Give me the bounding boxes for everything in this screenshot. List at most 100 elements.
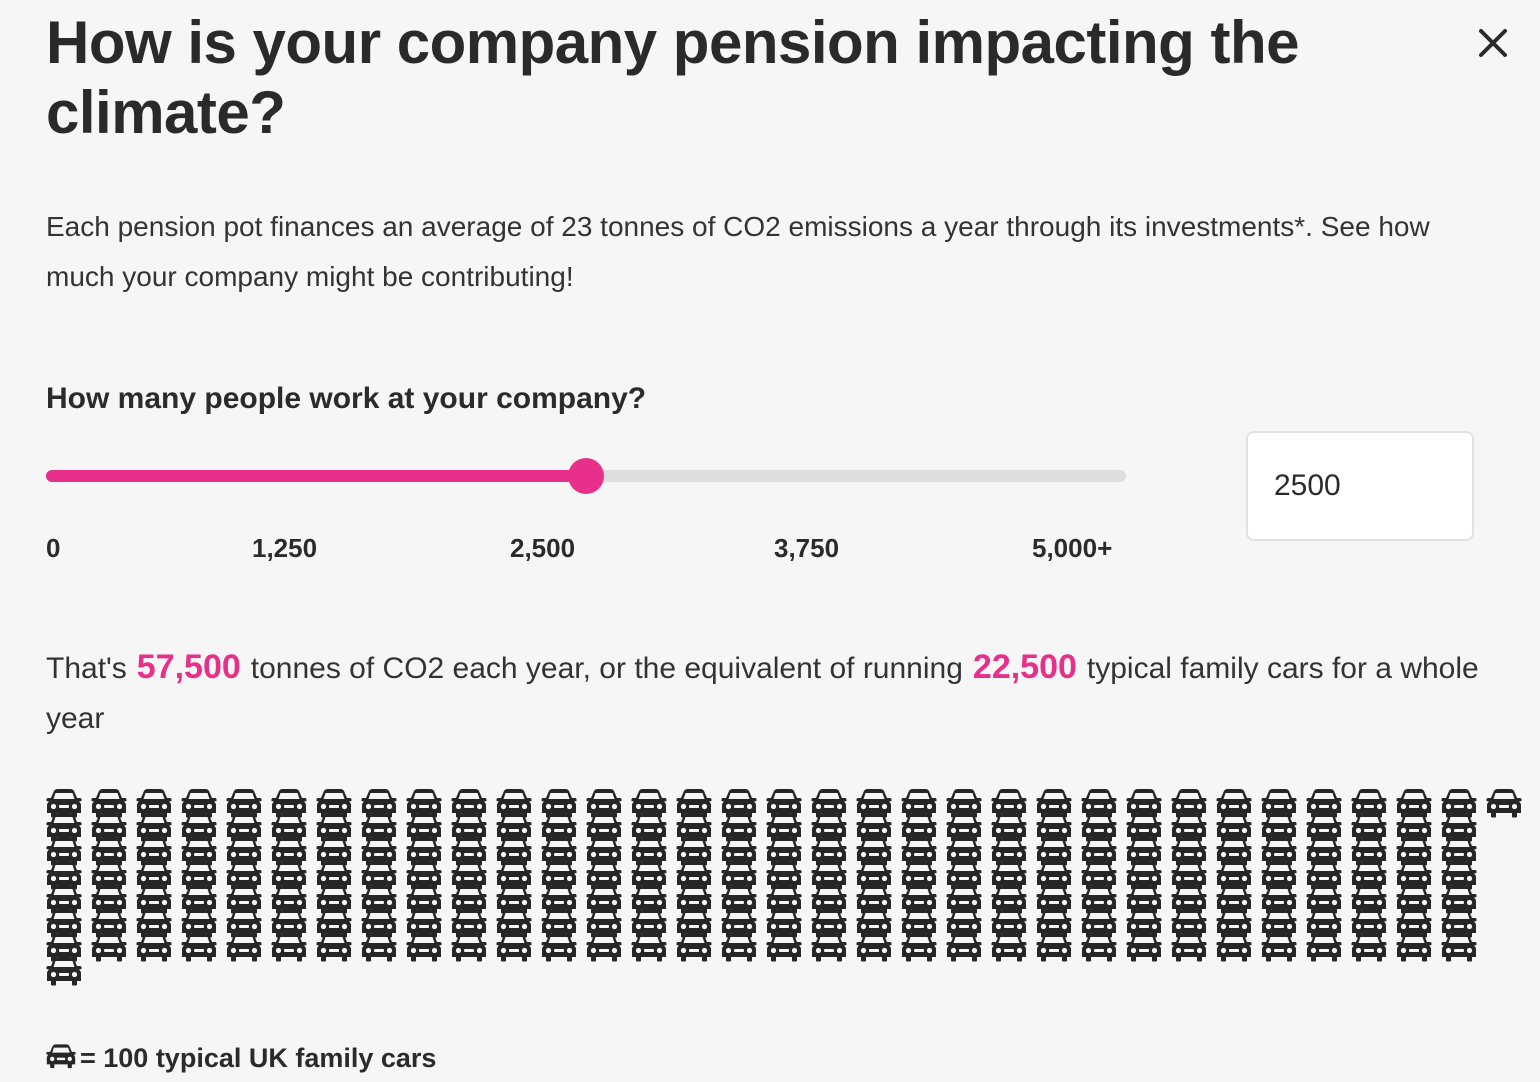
- car-icon: [721, 860, 757, 890]
- car-icon: [1261, 836, 1297, 866]
- intro-text: Each pension pot finances an average of …: [46, 211, 1430, 292]
- car-icon: [136, 884, 172, 914]
- car-icon: [181, 788, 217, 818]
- car-icon: [91, 788, 127, 818]
- car-icon: [1171, 884, 1207, 914]
- car-icon: [406, 812, 442, 842]
- car-icon: [271, 884, 307, 914]
- car-icon: [586, 908, 622, 938]
- car-icon: [181, 884, 217, 914]
- car-icon: [91, 884, 127, 914]
- car-icon: [586, 788, 622, 818]
- slider-tick-label: 5,000+: [1032, 533, 1113, 563]
- car-icon: [1261, 908, 1297, 938]
- car-icon: [1171, 788, 1207, 818]
- car-icon: [586, 812, 622, 842]
- car-icon: [1351, 836, 1387, 866]
- car-icon: [541, 884, 577, 914]
- car-icon: [1441, 836, 1477, 866]
- car-icon: [1036, 836, 1072, 866]
- car-icon: [46, 788, 82, 818]
- car-icon: [676, 836, 712, 866]
- employee-count-slider[interactable]: [46, 456, 1126, 496]
- cars-value: 22,500: [972, 648, 1077, 686]
- car-icon: [1261, 884, 1297, 914]
- car-icon: [181, 908, 217, 938]
- car-icon: [1036, 932, 1072, 962]
- car-icon: [451, 836, 487, 866]
- employee-count-input[interactable]: [1246, 431, 1474, 541]
- car-icon: [496, 860, 532, 890]
- car-icon: [91, 812, 127, 842]
- car-icon: [766, 836, 802, 866]
- car-icon: [226, 884, 262, 914]
- car-icon: [1216, 812, 1252, 842]
- car-icon: [316, 812, 352, 842]
- car-icon: [766, 932, 802, 962]
- car-icon: [676, 884, 712, 914]
- car-icon: [406, 884, 442, 914]
- car-icon: [1396, 884, 1432, 914]
- car-icon: [1081, 788, 1117, 818]
- car-icon: [451, 860, 487, 890]
- car-icon: [1306, 788, 1342, 818]
- car-icon: [901, 884, 937, 914]
- slider-tick-label: 1,250: [252, 533, 318, 563]
- car-icon: [271, 932, 307, 962]
- car-icon: [766, 812, 802, 842]
- car-icon: [991, 812, 1027, 842]
- car-icon: [856, 860, 892, 890]
- car-icon: [1396, 812, 1432, 842]
- car-icon: [856, 932, 892, 962]
- slider-tick-label: 0: [46, 533, 61, 563]
- car-icon: [1171, 908, 1207, 938]
- car-icon: [631, 908, 667, 938]
- result-text: That's 57,500 tonnes of CO2 each year, or …: [46, 642, 1496, 744]
- car-icon: [631, 812, 667, 842]
- car-icon: [91, 836, 127, 866]
- car-icon: [226, 788, 262, 818]
- close-button[interactable]: [1472, 22, 1514, 64]
- car-icon: [361, 836, 397, 866]
- car-icon: [1081, 884, 1117, 914]
- car-icon: [316, 884, 352, 914]
- car-icon: [721, 884, 757, 914]
- car-icon: [181, 836, 217, 866]
- car-icon: [946, 932, 982, 962]
- car-icon: [1081, 836, 1117, 866]
- car-icon: [946, 788, 982, 818]
- car-icon: [46, 836, 82, 866]
- car-icon: [406, 836, 442, 866]
- car-icon: [136, 860, 172, 890]
- employee-count-question: How many people work at your company?: [46, 382, 647, 415]
- car-icon: [496, 788, 532, 818]
- car-icon: [226, 860, 262, 890]
- car-icon: [1306, 860, 1342, 890]
- car-icon: [1306, 812, 1342, 842]
- car-icon: [1126, 908, 1162, 938]
- car-icon: [226, 812, 262, 842]
- car-icon: [1216, 884, 1252, 914]
- car-icon: [406, 788, 442, 818]
- car-icon: [1081, 932, 1117, 962]
- car-icon: [1261, 788, 1297, 818]
- car-icon: [361, 788, 397, 818]
- car-icon: [1261, 932, 1297, 962]
- page-title: How is your company pension impacting th…: [46, 9, 1300, 146]
- car-icon: [181, 932, 217, 962]
- car-icon: [46, 908, 82, 938]
- car-icon: [46, 956, 82, 986]
- car-icon: [1441, 884, 1477, 914]
- car-icon: [541, 860, 577, 890]
- car-icon: [631, 932, 667, 962]
- car-icon: [1396, 788, 1432, 818]
- car-icon: [271, 836, 307, 866]
- car-icon: [1441, 812, 1477, 842]
- car-icon: [361, 932, 397, 962]
- car-icon: [811, 812, 847, 842]
- car-icon: [1036, 860, 1072, 890]
- car-icon: [811, 836, 847, 866]
- slider-thumb[interactable]: [568, 458, 604, 494]
- car-icon: [316, 860, 352, 890]
- car-icon: [991, 788, 1027, 818]
